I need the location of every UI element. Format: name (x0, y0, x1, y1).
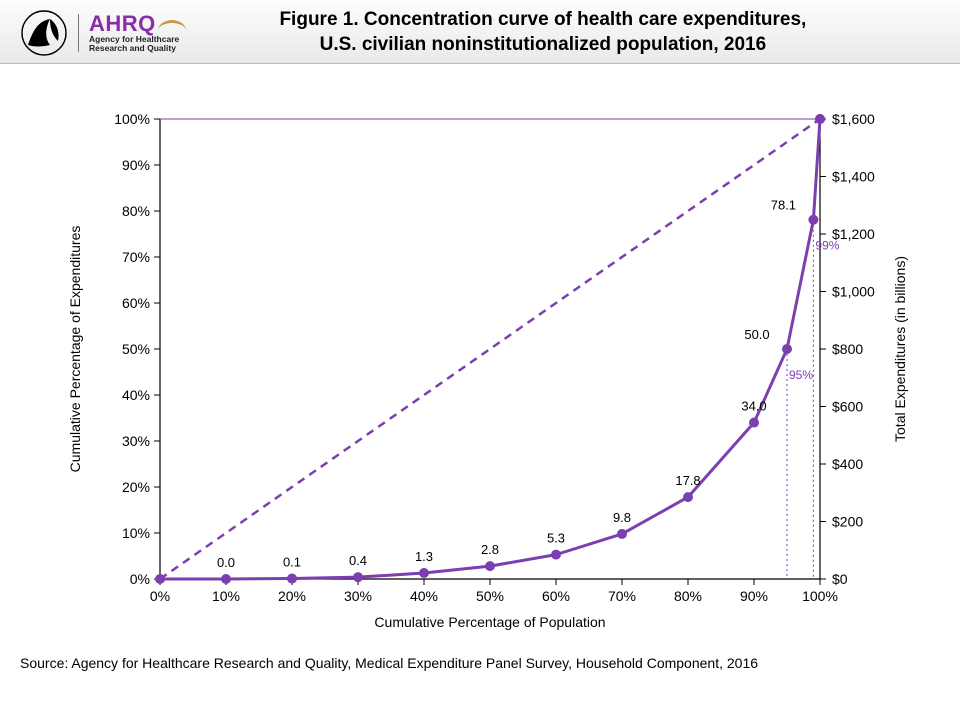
svg-text:40%: 40% (410, 588, 438, 604)
concentration-curve-chart: 0% 10% 20% 30% 40% 50% 60% 70% 80% 90% 100% 0% 10% 20… (30, 89, 930, 649)
svg-text:70%: 70% (608, 588, 636, 604)
svg-text:$0: $0 (832, 571, 848, 587)
svg-text:1.3: 1.3 (415, 549, 433, 564)
svg-text:0.4: 0.4 (349, 554, 367, 569)
svg-text:30%: 30% (122, 433, 150, 449)
svg-text:90%: 90% (122, 157, 150, 173)
ahrq-logo: AHRQ Agency for Healthcare Research and … (89, 12, 186, 53)
svg-text:50.0: 50.0 (744, 327, 769, 342)
svg-text:0%: 0% (150, 588, 170, 604)
svg-text:10%: 10% (122, 525, 150, 541)
svg-text:0.0: 0.0 (217, 555, 235, 570)
svg-text:2.8: 2.8 (481, 542, 499, 557)
svg-text:60%: 60% (542, 588, 570, 604)
svg-text:5.3: 5.3 (547, 531, 565, 546)
svg-text:20%: 20% (278, 588, 306, 604)
svg-text:100%: 100% (802, 588, 838, 604)
svg-text:80%: 80% (674, 588, 702, 604)
title-line-2: U.S. civilian noninstitutionalized popul… (186, 33, 900, 58)
svg-text:Cumulative Percentage of Popul: Cumulative Percentage of Population (374, 614, 605, 630)
svg-text:78.1: 78.1 (771, 198, 796, 213)
svg-text:40%: 40% (122, 387, 150, 403)
chart-container: 0% 10% 20% 30% 40% 50% 60% 70% 80% 90% 100% 0% 10% 20… (30, 89, 930, 649)
svg-text:80%: 80% (122, 203, 150, 219)
svg-text:Cumulative Percentage of Expen: Cumulative Percentage of Expenditures (67, 226, 83, 473)
hhs-seal-icon (20, 9, 68, 57)
svg-text:$400: $400 (832, 456, 863, 472)
svg-text:$1,000: $1,000 (832, 284, 875, 300)
svg-text:30%: 30% (344, 588, 372, 604)
logo-divider (78, 14, 79, 52)
svg-text:50%: 50% (122, 341, 150, 357)
ahrq-subtitle-2: Research and Quality (89, 44, 186, 53)
svg-text:$200: $200 (832, 514, 863, 530)
svg-text:99%: 99% (815, 239, 839, 253)
svg-text:$1,400: $1,400 (832, 169, 875, 185)
title-line-1: Figure 1. Concentration curve of health … (186, 8, 900, 33)
ahrq-swoosh-icon (158, 20, 186, 33)
svg-text:95%: 95% (789, 368, 813, 382)
svg-text:$600: $600 (832, 399, 863, 415)
svg-text:60%: 60% (122, 295, 150, 311)
svg-text:0.1: 0.1 (283, 555, 301, 570)
source-caption: Source: Agency for Healthcare Research a… (0, 649, 960, 671)
svg-text:$800: $800 (832, 341, 863, 357)
svg-text:50%: 50% (476, 588, 504, 604)
ahrq-wordmark: AHRQ (89, 12, 156, 35)
svg-text:17.8: 17.8 (675, 473, 700, 488)
svg-text:90%: 90% (740, 588, 768, 604)
header: AHRQ Agency for Healthcare Research and … (0, 0, 960, 64)
svg-text:70%: 70% (122, 249, 150, 265)
svg-text:20%: 20% (122, 479, 150, 495)
svg-text:10%: 10% (212, 588, 240, 604)
figure-title: Figure 1. Concentration curve of health … (186, 8, 960, 57)
svg-text:9.8: 9.8 (613, 510, 631, 525)
logo-group: AHRQ Agency for Healthcare Research and … (0, 9, 186, 57)
svg-text:0%: 0% (130, 571, 150, 587)
svg-text:Total Expenditures (in billion: Total Expenditures (in billions) (892, 256, 908, 442)
svg-text:$1,600: $1,600 (832, 111, 875, 127)
svg-text:100%: 100% (114, 111, 150, 127)
svg-text:34.0: 34.0 (741, 399, 766, 414)
